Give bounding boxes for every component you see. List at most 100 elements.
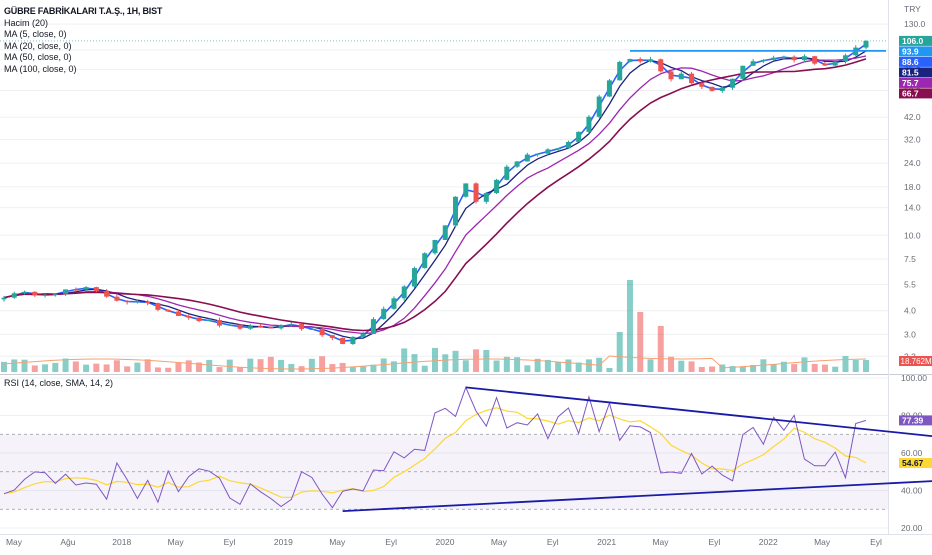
volume-label-box (899, 356, 932, 366)
volume-bar (698, 366, 705, 372)
candle-body (227, 324, 233, 326)
rsi-tick: 40.00 (901, 486, 923, 496)
time-tick: 2019 (274, 537, 293, 547)
volume-bar (626, 280, 633, 372)
candle-body (863, 40, 869, 48)
time-tick: 2020 (436, 537, 455, 547)
candle-body (658, 59, 664, 72)
candle-body (258, 326, 264, 328)
candle-body (648, 59, 653, 62)
candle-body (329, 335, 335, 338)
price-label-box (899, 88, 932, 99)
candle-body (678, 73, 684, 80)
candle-body (217, 319, 222, 326)
rsi-label-box (899, 415, 932, 426)
candle-body (453, 196, 459, 226)
volume-bar (821, 364, 828, 372)
volume-bar (206, 359, 213, 372)
volume-bar (308, 358, 315, 372)
legend-ma100: MA (100, close, 0) (4, 63, 77, 74)
candle-body (340, 337, 346, 344)
volume-bar (842, 356, 849, 372)
time-tick: 2021 (597, 537, 616, 547)
volume-bar (503, 356, 510, 372)
volume-bar (514, 357, 521, 372)
candle-body (504, 166, 510, 180)
volume-bar (750, 365, 757, 372)
time-axis: May Ağu 2018 May Eyl 2019 May Eyl 2020 May Eyl 2021… (6, 537, 882, 547)
volume-bar (93, 363, 100, 372)
volume-bar (62, 358, 69, 372)
rsi-tick: 20.00 (901, 523, 923, 533)
volume-bar (647, 359, 654, 372)
candle-body (750, 61, 756, 66)
volume-bar (31, 365, 38, 372)
legend-volume: Hacim (20) (4, 17, 49, 28)
volume-bar (257, 359, 264, 372)
volume-bar (462, 360, 469, 372)
candle-body (350, 336, 356, 344)
price-label: 75.7 (902, 78, 919, 88)
volume-bar (21, 359, 28, 372)
candle-body (627, 58, 633, 62)
candle-body (689, 73, 695, 84)
candle-body (288, 324, 294, 326)
candle-body (73, 289, 79, 291)
volume-bar (534, 358, 541, 372)
volume-bar (555, 361, 562, 372)
volume-bar (380, 358, 387, 372)
volume-bar (688, 361, 695, 372)
candle-body (791, 56, 797, 61)
price-label-box (899, 35, 932, 46)
candle-body (545, 149, 551, 154)
volume-bar (370, 364, 377, 372)
rsi-label: 77.39 (902, 415, 924, 425)
candle-body (124, 300, 130, 303)
volume-bar (134, 362, 141, 372)
volume-bar (616, 332, 623, 372)
volume-bars (1, 280, 869, 372)
candle-body (422, 253, 428, 269)
candle-body (309, 328, 315, 330)
volume-bar (42, 364, 49, 372)
volume-bar (668, 356, 675, 372)
candle-body (586, 116, 592, 132)
price-labels: 106.093.988.681.575.766.7 (899, 35, 932, 99)
gridlines (0, 23, 888, 529)
volume-bar (144, 359, 151, 372)
rsi-sma-label: 54.67 (902, 458, 924, 468)
candle-body (535, 153, 541, 155)
candle-body (175, 311, 181, 316)
candle-body (483, 193, 489, 202)
volume-bar (791, 364, 798, 372)
volume-bar (411, 354, 418, 372)
candle-body (699, 83, 705, 87)
volume-bar (811, 363, 818, 372)
volume-bar (247, 358, 254, 372)
candle-body (719, 87, 725, 91)
volume-bar (780, 361, 787, 372)
time-tick: May (491, 537, 508, 547)
candle-body (391, 298, 397, 309)
volume-bar (832, 366, 839, 372)
price-label: 106.0 (902, 36, 924, 46)
candle-body (370, 319, 376, 334)
candle-body (565, 141, 571, 149)
volume-bar (473, 349, 480, 372)
volume-bar (432, 347, 438, 372)
candle-body (165, 309, 171, 312)
volume-bar (267, 356, 274, 372)
volume-bar (678, 360, 685, 372)
time-tick: Eyl (224, 537, 236, 547)
candle-body (145, 301, 151, 304)
volume-bar (154, 367, 161, 372)
candle-body (494, 179, 500, 194)
time-tick: May (168, 537, 185, 547)
volume-bar (452, 350, 459, 372)
volume-bar (165, 367, 172, 372)
time-tick: Eyl (708, 537, 720, 547)
candle-body (134, 301, 140, 303)
